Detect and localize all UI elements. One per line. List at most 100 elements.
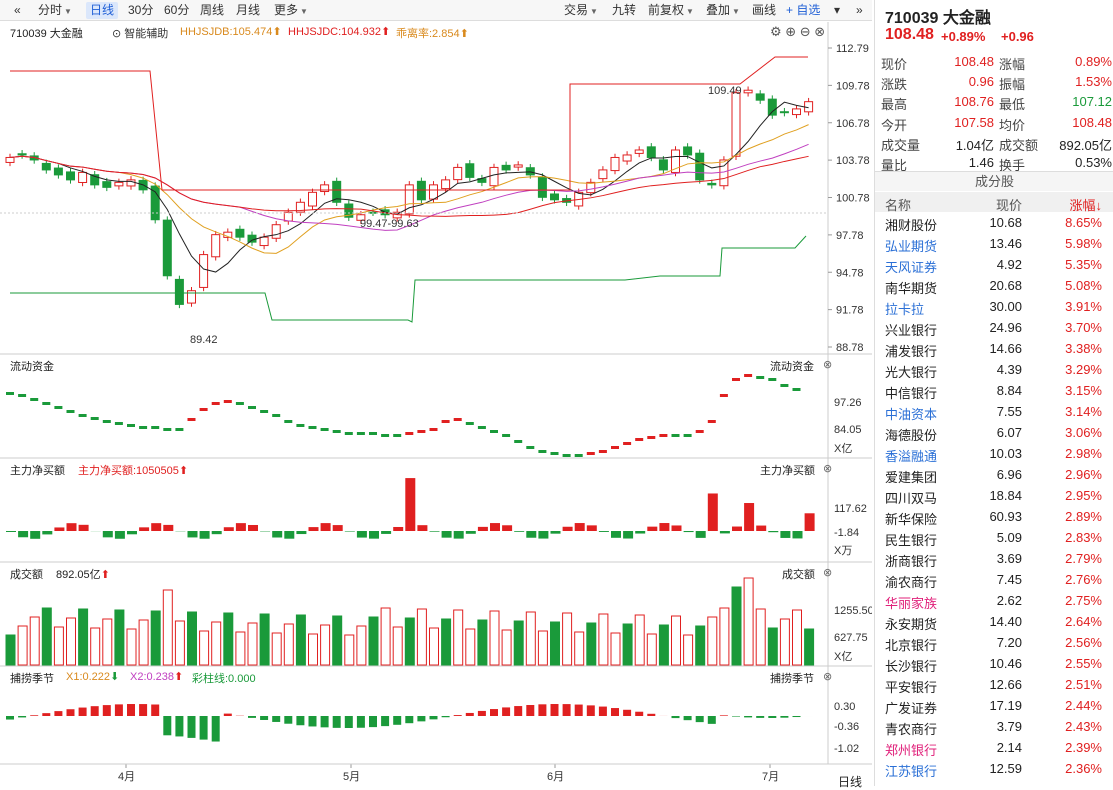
period-label[interactable]: 日线 — [838, 773, 862, 790]
volume-bar — [430, 628, 439, 665]
component-price: 2.62 — [997, 593, 1022, 608]
flow-tick-label: 97.26 — [834, 397, 862, 409]
component-name[interactable]: 弘业期货 — [885, 236, 937, 255]
close-icon[interactable]: ⊗ — [823, 358, 832, 371]
component-name[interactable]: 海德股份 — [885, 425, 937, 444]
component-name[interactable]: 长沙银行 — [885, 656, 937, 675]
overlay-menu[interactable]: 叠加▼ — [702, 2, 744, 19]
volume-bar — [405, 618, 414, 665]
component-name[interactable]: 拉卡拉 — [885, 299, 924, 318]
component-price: 6.96 — [997, 467, 1022, 482]
component-name[interactable]: 光大银行 — [885, 362, 937, 381]
flow-tick-label: 84.05 — [834, 424, 862, 436]
component-name[interactable]: 广发证券 — [885, 698, 937, 717]
close-icon[interactable]: ⊗ — [823, 462, 832, 475]
component-name[interactable]: 北京银行 — [885, 635, 937, 654]
component-name[interactable]: 香溢融通 — [885, 446, 937, 465]
candle-body — [659, 160, 667, 170]
component-name[interactable]: 渝农商行 — [885, 572, 937, 591]
component-name[interactable]: 新华保险 — [885, 509, 937, 528]
tab-more[interactable]: 更多▼ — [270, 2, 312, 19]
tab-daily[interactable]: 日线 — [86, 2, 118, 19]
watchlist-dropdown-icon[interactable]: ▾ — [830, 2, 844, 19]
collapse-icon[interactable]: « — [10, 2, 25, 19]
component-name[interactable]: 浦发银行 — [885, 341, 937, 360]
component-name[interactable]: 四川双马 — [885, 488, 937, 507]
panel-controls-main[interactable]: ⚙ ⊕ ⊖ ⊗ — [770, 24, 825, 40]
flow-mark — [54, 406, 62, 409]
flow-mark — [127, 424, 135, 427]
tab-fenshi[interactable]: 分时▼ — [34, 2, 76, 19]
component-name[interactable]: 爱建集团 — [885, 467, 937, 486]
component-name[interactable]: 兴业银行 — [885, 320, 937, 339]
trade-menu[interactable]: 交易▼ — [560, 2, 602, 19]
season-bar — [272, 716, 280, 722]
nine-turn-button[interactable]: 九转 — [608, 2, 640, 19]
component-name[interactable]: 青农商行 — [885, 719, 937, 738]
volume-bar — [30, 617, 39, 665]
component-name[interactable]: 华丽家族 — [885, 593, 937, 612]
component-name[interactable]: 永安期货 — [885, 614, 937, 633]
flow-mark — [684, 434, 692, 437]
component-name[interactable]: 郑州银行 — [885, 740, 937, 759]
draw-button[interactable]: 画线 — [748, 2, 780, 19]
component-name[interactable]: 天风证券 — [885, 257, 937, 276]
adjust-menu[interactable]: 前复权▼ — [644, 2, 698, 19]
smart-assist-toggle[interactable]: ⊙ 智能辅助 — [112, 25, 168, 41]
component-name[interactable]: 中油资本 — [885, 404, 937, 423]
tab-30min[interactable]: 30分 — [124, 2, 157, 19]
y-tick-label: 97.78 — [836, 230, 864, 242]
net-bar — [551, 531, 561, 534]
component-name[interactable]: 湘财股份 — [885, 215, 937, 234]
tab-weekly[interactable]: 周线 — [196, 2, 228, 19]
component-name[interactable]: 南华期货 — [885, 278, 937, 297]
close-icon[interactable]: ⊗ — [823, 670, 832, 683]
expand-icon[interactable]: » — [852, 2, 867, 19]
component-name[interactable]: 民生银行 — [885, 530, 937, 549]
net-bar — [611, 531, 621, 538]
quote-label: 现价 — [881, 54, 907, 73]
flow-mark — [405, 432, 413, 435]
tab-60min[interactable]: 60分 — [160, 2, 193, 19]
close-icon[interactable]: ⊗ — [823, 566, 832, 579]
component-name[interactable]: 江苏银行 — [885, 761, 937, 780]
add-watchlist-button[interactable]: + 自选 — [782, 2, 824, 19]
component-name[interactable]: 浙商银行 — [885, 551, 937, 570]
candle-body — [538, 177, 546, 197]
component-name[interactable]: 中信银行 — [885, 383, 937, 402]
tab-monthly[interactable]: 月线 — [232, 2, 264, 19]
season-bar — [381, 716, 389, 726]
flow-mark — [514, 440, 522, 443]
component-name[interactable]: 平安银行 — [885, 677, 937, 696]
